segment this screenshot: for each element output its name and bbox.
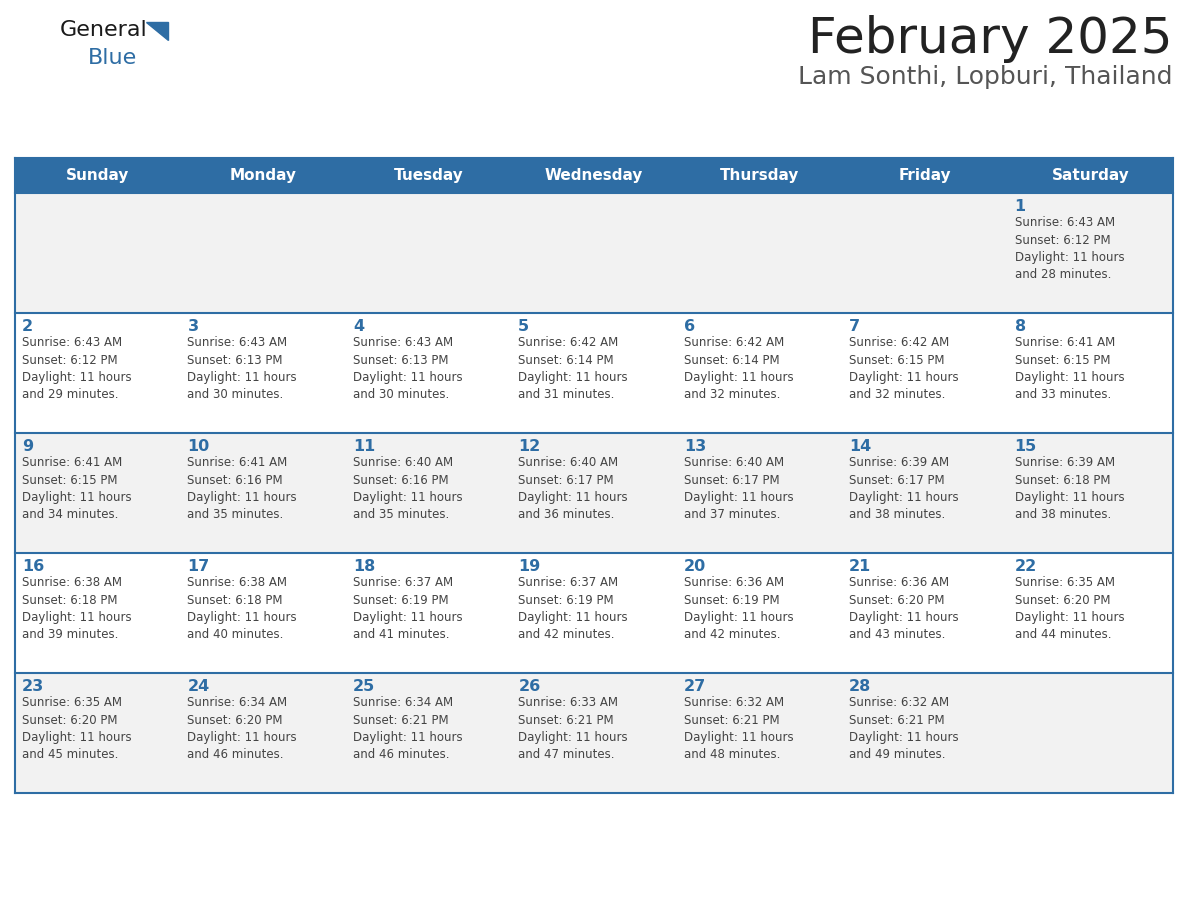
Text: Sunrise: 6:36 AM
Sunset: 6:20 PM
Daylight: 11 hours
and 43 minutes.: Sunrise: 6:36 AM Sunset: 6:20 PM Dayligh… — [849, 576, 959, 642]
Text: Tuesday: Tuesday — [393, 168, 463, 183]
Text: 2: 2 — [23, 319, 33, 334]
Bar — [15, 433, 1173, 553]
Text: Sunrise: 6:32 AM
Sunset: 6:21 PM
Daylight: 11 hours
and 49 minutes.: Sunrise: 6:32 AM Sunset: 6:21 PM Dayligh… — [849, 696, 959, 762]
Bar — [15, 553, 1173, 673]
Text: Sunrise: 6:41 AM
Sunset: 6:15 PM
Daylight: 11 hours
and 34 minutes.: Sunrise: 6:41 AM Sunset: 6:15 PM Dayligh… — [23, 456, 132, 521]
Bar — [15, 673, 1173, 793]
Polygon shape — [146, 22, 168, 39]
Text: Sunrise: 6:38 AM
Sunset: 6:18 PM
Daylight: 11 hours
and 40 minutes.: Sunrise: 6:38 AM Sunset: 6:18 PM Dayligh… — [188, 576, 297, 642]
Text: Sunrise: 6:43 AM
Sunset: 6:12 PM
Daylight: 11 hours
and 29 minutes.: Sunrise: 6:43 AM Sunset: 6:12 PM Dayligh… — [23, 336, 132, 401]
Text: 17: 17 — [188, 559, 209, 574]
Text: 14: 14 — [849, 439, 871, 454]
Text: 28: 28 — [849, 679, 871, 694]
Text: Sunrise: 6:40 AM
Sunset: 6:17 PM
Daylight: 11 hours
and 37 minutes.: Sunrise: 6:40 AM Sunset: 6:17 PM Dayligh… — [684, 456, 794, 521]
Text: Sunrise: 6:42 AM
Sunset: 6:15 PM
Daylight: 11 hours
and 32 minutes.: Sunrise: 6:42 AM Sunset: 6:15 PM Dayligh… — [849, 336, 959, 401]
Text: 5: 5 — [518, 319, 530, 334]
Text: 19: 19 — [518, 559, 541, 574]
Text: 24: 24 — [188, 679, 209, 694]
Text: 12: 12 — [518, 439, 541, 454]
Text: February 2025: February 2025 — [809, 15, 1173, 63]
Text: Sunrise: 6:43 AM
Sunset: 6:13 PM
Daylight: 11 hours
and 30 minutes.: Sunrise: 6:43 AM Sunset: 6:13 PM Dayligh… — [353, 336, 462, 401]
Text: 4: 4 — [353, 319, 364, 334]
Text: 6: 6 — [684, 319, 695, 334]
Text: Sunrise: 6:40 AM
Sunset: 6:17 PM
Daylight: 11 hours
and 36 minutes.: Sunrise: 6:40 AM Sunset: 6:17 PM Dayligh… — [518, 456, 628, 521]
Text: 11: 11 — [353, 439, 375, 454]
Text: 9: 9 — [23, 439, 33, 454]
Text: Thursday: Thursday — [720, 168, 800, 183]
Text: 10: 10 — [188, 439, 209, 454]
Text: Sunrise: 6:38 AM
Sunset: 6:18 PM
Daylight: 11 hours
and 39 minutes.: Sunrise: 6:38 AM Sunset: 6:18 PM Dayligh… — [23, 576, 132, 642]
Text: Sunrise: 6:32 AM
Sunset: 6:21 PM
Daylight: 11 hours
and 48 minutes.: Sunrise: 6:32 AM Sunset: 6:21 PM Dayligh… — [684, 696, 794, 762]
Text: 1: 1 — [1015, 199, 1025, 214]
Text: 22: 22 — [1015, 559, 1037, 574]
Text: Sunrise: 6:42 AM
Sunset: 6:14 PM
Daylight: 11 hours
and 32 minutes.: Sunrise: 6:42 AM Sunset: 6:14 PM Dayligh… — [684, 336, 794, 401]
Text: Blue: Blue — [88, 48, 138, 68]
Text: 27: 27 — [684, 679, 706, 694]
Text: Sunrise: 6:42 AM
Sunset: 6:14 PM
Daylight: 11 hours
and 31 minutes.: Sunrise: 6:42 AM Sunset: 6:14 PM Dayligh… — [518, 336, 628, 401]
Text: Sunrise: 6:39 AM
Sunset: 6:18 PM
Daylight: 11 hours
and 38 minutes.: Sunrise: 6:39 AM Sunset: 6:18 PM Dayligh… — [1015, 456, 1124, 521]
Text: 25: 25 — [353, 679, 375, 694]
Text: 15: 15 — [1015, 439, 1037, 454]
Text: Sunday: Sunday — [67, 168, 129, 183]
Text: 13: 13 — [684, 439, 706, 454]
Text: 20: 20 — [684, 559, 706, 574]
Text: Monday: Monday — [229, 168, 297, 183]
Bar — [15, 313, 1173, 433]
Text: 23: 23 — [23, 679, 44, 694]
Bar — [15, 158, 1173, 193]
Text: Saturday: Saturday — [1051, 168, 1129, 183]
Text: Sunrise: 6:33 AM
Sunset: 6:21 PM
Daylight: 11 hours
and 47 minutes.: Sunrise: 6:33 AM Sunset: 6:21 PM Dayligh… — [518, 696, 628, 762]
Text: Lam Sonthi, Lopburi, Thailand: Lam Sonthi, Lopburi, Thailand — [798, 65, 1173, 89]
Text: 7: 7 — [849, 319, 860, 334]
Text: Sunrise: 6:34 AM
Sunset: 6:20 PM
Daylight: 11 hours
and 46 minutes.: Sunrise: 6:34 AM Sunset: 6:20 PM Dayligh… — [188, 696, 297, 762]
Text: 21: 21 — [849, 559, 871, 574]
Text: Sunrise: 6:36 AM
Sunset: 6:19 PM
Daylight: 11 hours
and 42 minutes.: Sunrise: 6:36 AM Sunset: 6:19 PM Dayligh… — [684, 576, 794, 642]
Text: Sunrise: 6:39 AM
Sunset: 6:17 PM
Daylight: 11 hours
and 38 minutes.: Sunrise: 6:39 AM Sunset: 6:17 PM Dayligh… — [849, 456, 959, 521]
Text: Wednesday: Wednesday — [545, 168, 643, 183]
Text: General: General — [61, 20, 147, 40]
Text: 26: 26 — [518, 679, 541, 694]
Text: 3: 3 — [188, 319, 198, 334]
Text: 16: 16 — [23, 559, 44, 574]
Text: Sunrise: 6:35 AM
Sunset: 6:20 PM
Daylight: 11 hours
and 45 minutes.: Sunrise: 6:35 AM Sunset: 6:20 PM Dayligh… — [23, 696, 132, 762]
Text: Sunrise: 6:43 AM
Sunset: 6:12 PM
Daylight: 11 hours
and 28 minutes.: Sunrise: 6:43 AM Sunset: 6:12 PM Dayligh… — [1015, 216, 1124, 282]
Text: Sunrise: 6:41 AM
Sunset: 6:16 PM
Daylight: 11 hours
and 35 minutes.: Sunrise: 6:41 AM Sunset: 6:16 PM Dayligh… — [188, 456, 297, 521]
Text: 8: 8 — [1015, 319, 1025, 334]
Text: Sunrise: 6:35 AM
Sunset: 6:20 PM
Daylight: 11 hours
and 44 minutes.: Sunrise: 6:35 AM Sunset: 6:20 PM Dayligh… — [1015, 576, 1124, 642]
Text: 18: 18 — [353, 559, 375, 574]
Text: Sunrise: 6:43 AM
Sunset: 6:13 PM
Daylight: 11 hours
and 30 minutes.: Sunrise: 6:43 AM Sunset: 6:13 PM Dayligh… — [188, 336, 297, 401]
Text: Sunrise: 6:34 AM
Sunset: 6:21 PM
Daylight: 11 hours
and 46 minutes.: Sunrise: 6:34 AM Sunset: 6:21 PM Dayligh… — [353, 696, 462, 762]
Text: Sunrise: 6:37 AM
Sunset: 6:19 PM
Daylight: 11 hours
and 41 minutes.: Sunrise: 6:37 AM Sunset: 6:19 PM Dayligh… — [353, 576, 462, 642]
Text: Sunrise: 6:41 AM
Sunset: 6:15 PM
Daylight: 11 hours
and 33 minutes.: Sunrise: 6:41 AM Sunset: 6:15 PM Dayligh… — [1015, 336, 1124, 401]
Bar — [15, 193, 1173, 313]
Text: Sunrise: 6:37 AM
Sunset: 6:19 PM
Daylight: 11 hours
and 42 minutes.: Sunrise: 6:37 AM Sunset: 6:19 PM Dayligh… — [518, 576, 628, 642]
Text: Sunrise: 6:40 AM
Sunset: 6:16 PM
Daylight: 11 hours
and 35 minutes.: Sunrise: 6:40 AM Sunset: 6:16 PM Dayligh… — [353, 456, 462, 521]
Text: Friday: Friday — [898, 168, 952, 183]
